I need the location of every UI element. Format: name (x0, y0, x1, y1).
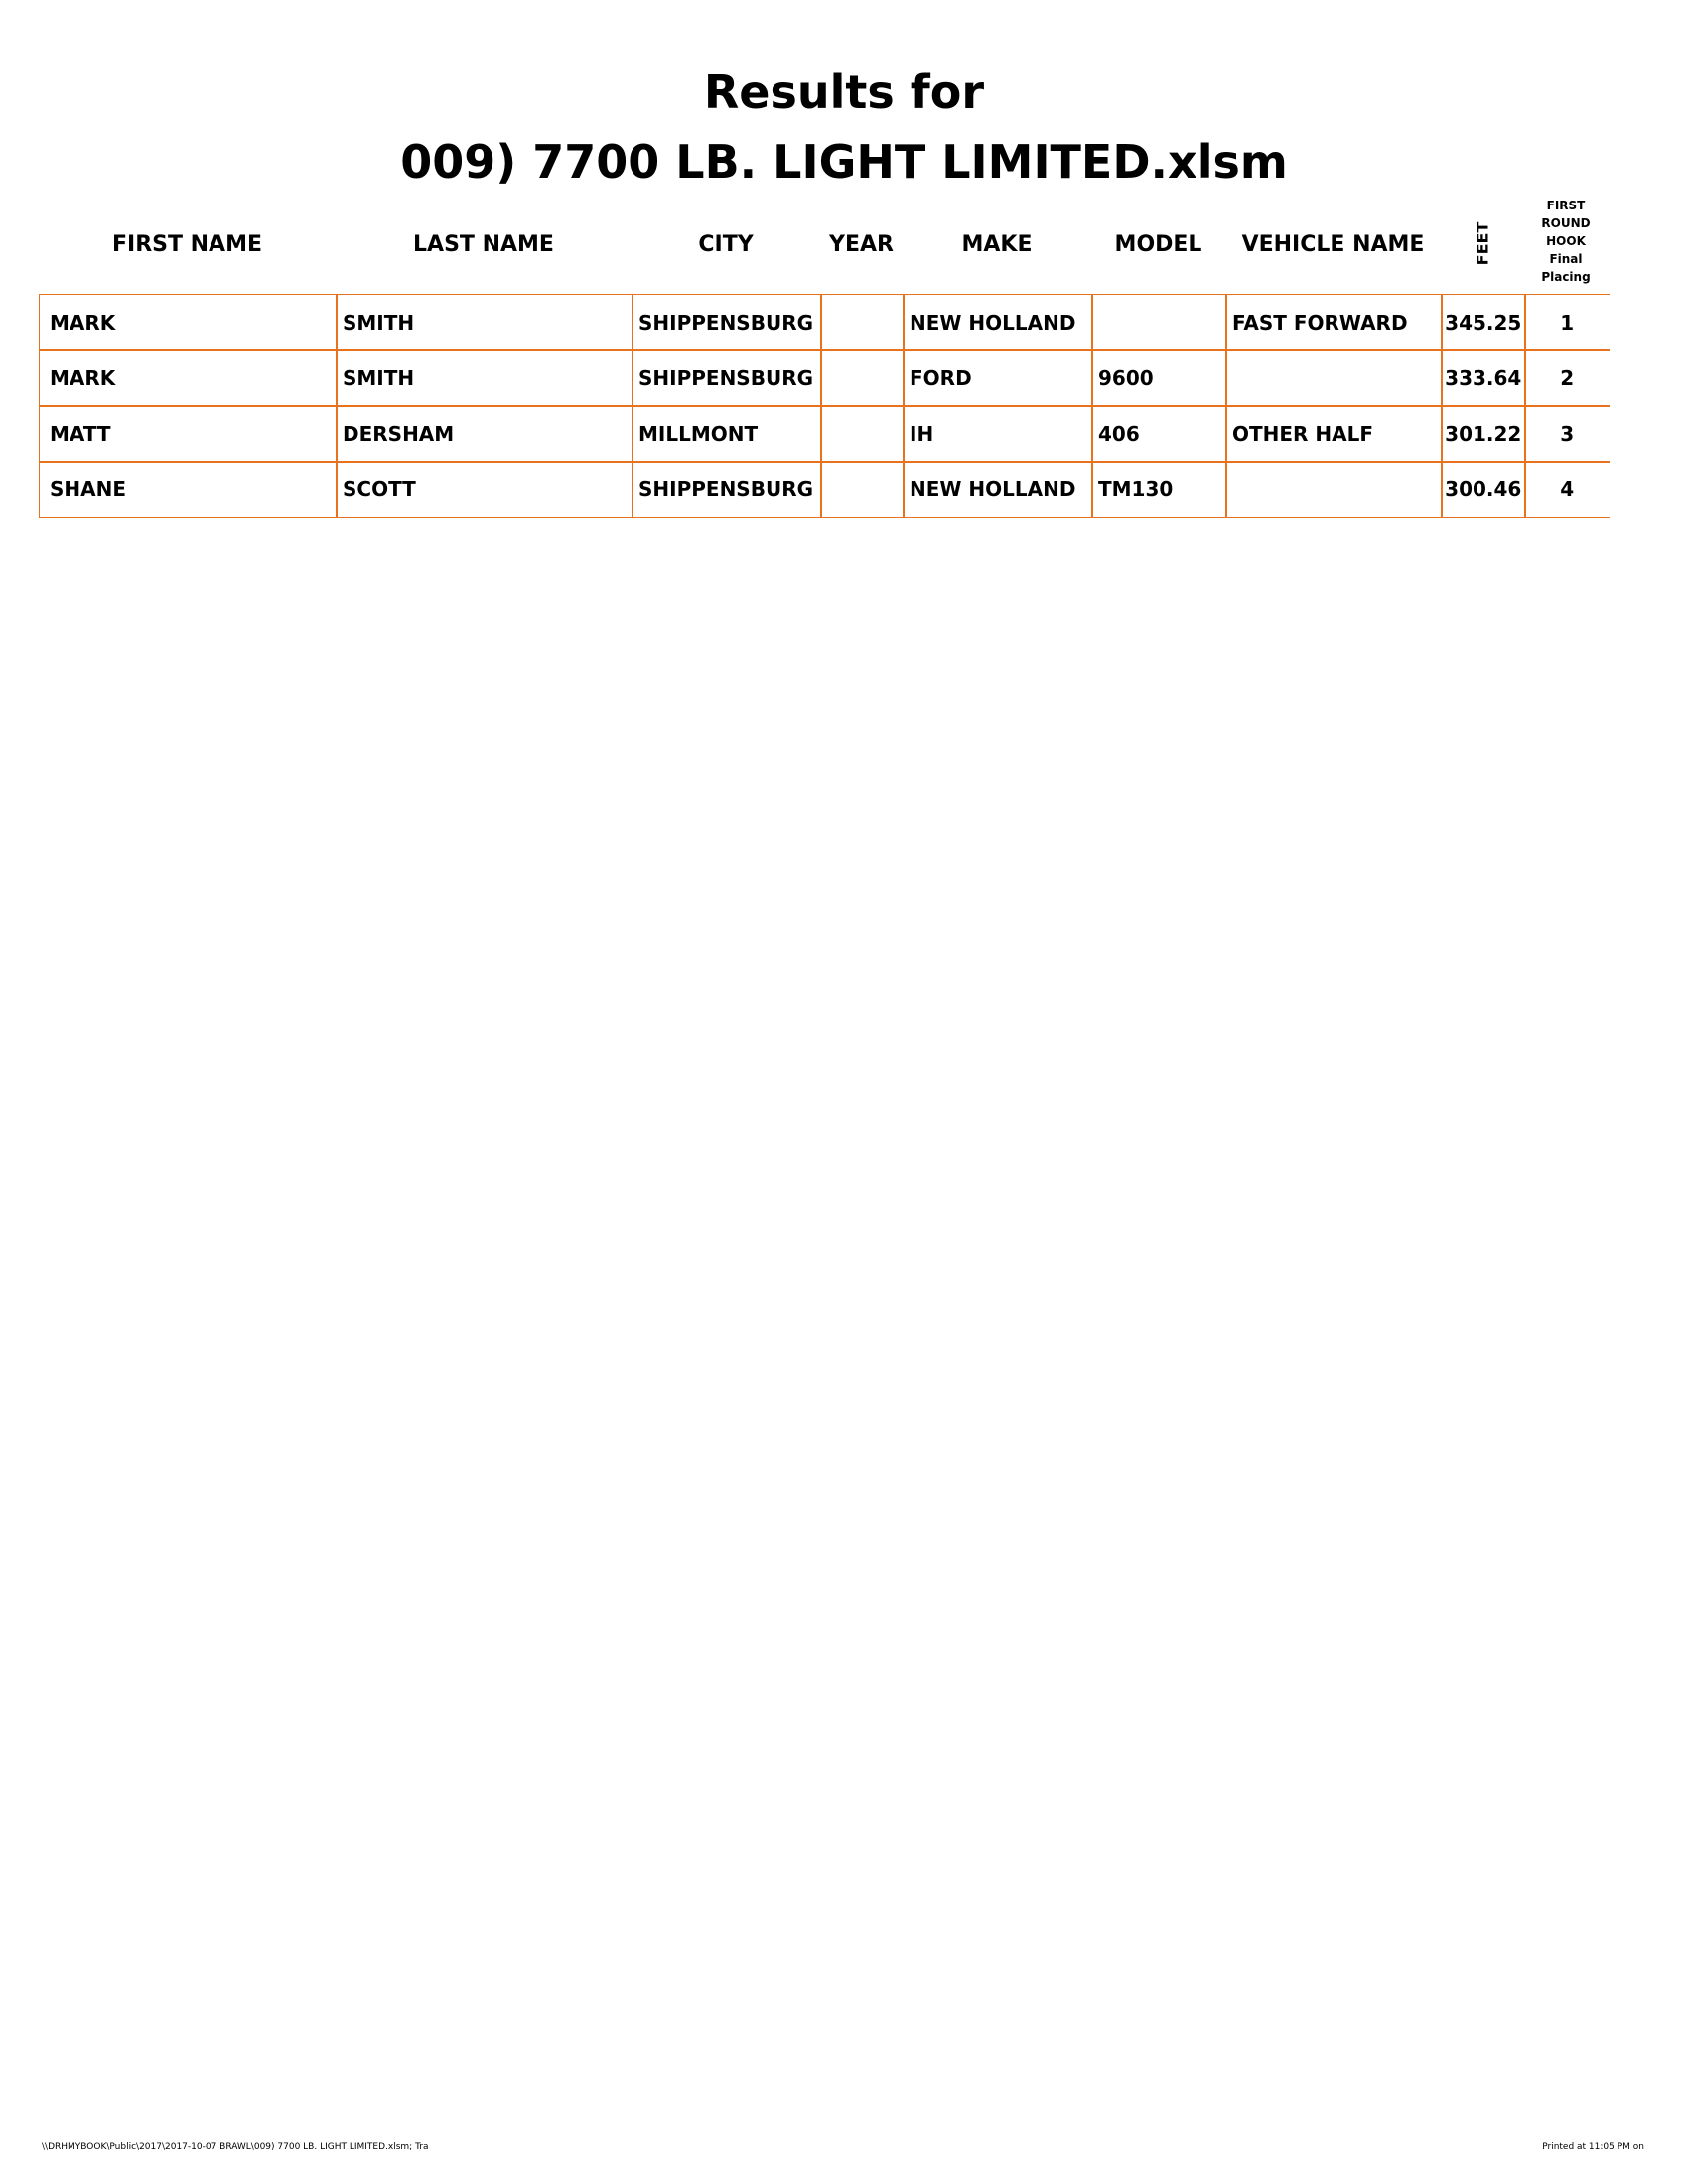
table-cell (820, 405, 905, 463)
column-header: VEHICLE NAME (1241, 232, 1425, 257)
footer-path: \\DRHMYBOOK\Public\2017\2017-10-07 BRAWL… (42, 2142, 429, 2152)
table-cell: 345.25 (1441, 294, 1526, 351)
table-cell: MARK (39, 349, 338, 407)
table-cell: MATT (39, 405, 338, 463)
table-cell: FAST FORWARD (1225, 294, 1443, 351)
table-cell: SHANE (39, 461, 338, 518)
table-cell: SCOTT (336, 461, 633, 518)
table-cell (1225, 461, 1443, 518)
table-cell: SHIPPENSBURG (632, 461, 822, 518)
table-cell (1091, 294, 1227, 351)
table-cell: 301.22 (1441, 405, 1526, 463)
table-cell: IH (903, 405, 1093, 463)
title: 009) 7700 LB. LIGHT LIMITED.xlsm (400, 135, 1288, 189)
title: Results for (703, 66, 985, 119)
table-cell: FORD (903, 349, 1093, 407)
column-header: FEET (1473, 221, 1492, 266)
table-cell: 406 (1091, 405, 1227, 463)
table-cell: 1 (1524, 294, 1610, 351)
column-header: MAKE (961, 232, 1033, 257)
table-cell: NEW HOLLAND (903, 294, 1093, 351)
table-cell: 4 (1524, 461, 1610, 518)
table-cell: SHIPPENSBURG (632, 294, 822, 351)
column-header: ROUND (1541, 216, 1591, 230)
table-cell: 2 (1524, 349, 1610, 407)
column-header: LAST NAME (413, 232, 554, 257)
table-cell: 9600 (1091, 349, 1227, 407)
column-header: MODEL (1114, 232, 1202, 257)
table-cell (820, 461, 905, 518)
table-cell: TM130 (1091, 461, 1227, 518)
footer-printed: Printed at 11:05 PM on (1542, 2142, 1644, 2152)
table-cell: 333.64 (1441, 349, 1526, 407)
table-cell (1225, 349, 1443, 407)
column-header: FIRST (1546, 199, 1586, 212)
column-header: Final (1549, 252, 1583, 266)
table-cell: 3 (1524, 405, 1610, 463)
column-header: HOOK (1546, 234, 1586, 248)
table-cell: SHIPPENSBURG (632, 349, 822, 407)
table-cell: SMITH (336, 294, 633, 351)
column-header: YEAR (829, 232, 894, 257)
table-cell: NEW HOLLAND (903, 461, 1093, 518)
table-cell: MILLMONT (632, 405, 822, 463)
table-cell: MARK (39, 294, 338, 351)
table-cell: OTHER HALF (1225, 405, 1443, 463)
table-cell: SMITH (336, 349, 633, 407)
column-header: Placing (1541, 270, 1591, 284)
table-cell (820, 294, 905, 351)
table-cell: DERSHAM (336, 405, 633, 463)
column-header: FIRST NAME (111, 232, 263, 257)
table-cell: 300.46 (1441, 461, 1526, 518)
column-header: CITY (698, 232, 754, 257)
table-cell (820, 349, 905, 407)
